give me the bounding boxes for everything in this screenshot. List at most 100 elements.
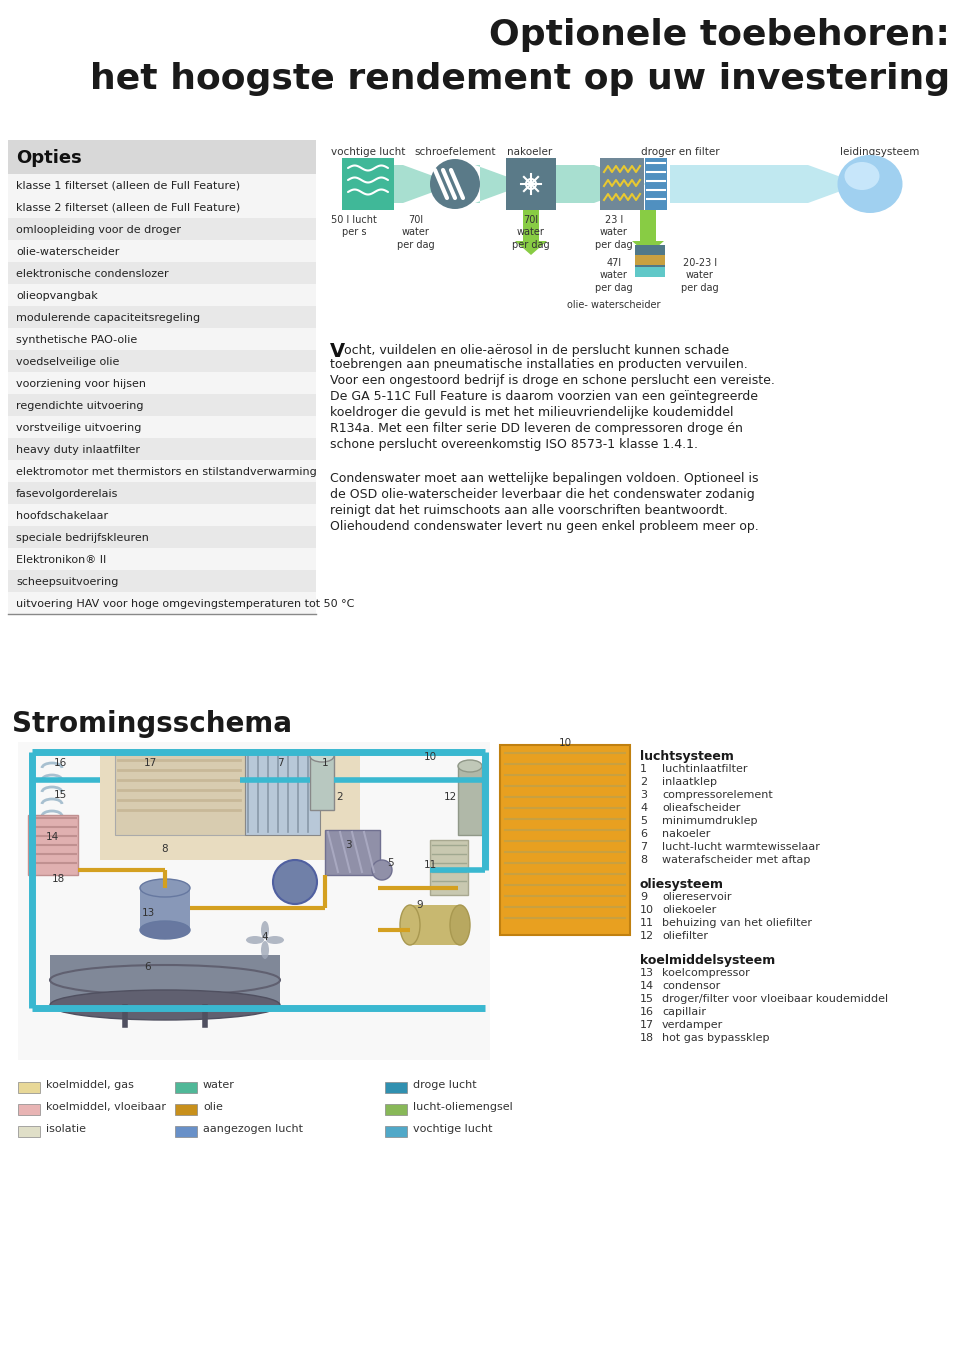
Text: 2: 2 <box>640 777 647 786</box>
Ellipse shape <box>50 990 280 1020</box>
Text: lucht-oliemengsel: lucht-oliemengsel <box>413 1103 513 1112</box>
Text: 6: 6 <box>145 962 152 972</box>
Bar <box>8 394 316 416</box>
Circle shape <box>273 860 317 904</box>
Text: 16: 16 <box>640 1007 654 1017</box>
Text: 5: 5 <box>640 816 647 826</box>
Text: droge lucht: droge lucht <box>413 1079 476 1090</box>
Text: luchtsysteem: luchtsysteem <box>640 750 733 763</box>
Text: 6: 6 <box>640 829 647 840</box>
Text: 15: 15 <box>54 791 66 800</box>
Ellipse shape <box>450 905 470 945</box>
Bar <box>140 889 190 930</box>
Ellipse shape <box>400 905 420 945</box>
Text: elektronische condenslozer: elektronische condenslozer <box>16 269 169 279</box>
Bar <box>506 158 556 210</box>
Bar <box>342 158 394 210</box>
Text: water: water <box>203 1079 235 1090</box>
Text: Opties: Opties <box>16 149 82 168</box>
Text: oliereservoir: oliereservoir <box>662 891 732 902</box>
Text: waterafscheider met aftap: waterafscheider met aftap <box>662 855 810 866</box>
Text: 3: 3 <box>640 791 647 800</box>
Bar <box>8 526 316 548</box>
Text: schroefelement: schroefelement <box>415 147 495 157</box>
Text: modulerende capaciteitsregeling: modulerende capaciteitsregeling <box>16 313 200 323</box>
Bar <box>325 830 380 875</box>
Text: Elektronikon® II: Elektronikon® II <box>16 555 107 566</box>
Text: nakoeler: nakoeler <box>662 829 710 840</box>
Text: 2: 2 <box>337 792 344 801</box>
Text: oliekoeler: oliekoeler <box>662 905 716 915</box>
Text: 7: 7 <box>276 758 283 767</box>
Bar <box>8 174 316 196</box>
Bar <box>18 1126 40 1137</box>
Text: 10: 10 <box>559 737 571 748</box>
Text: 12: 12 <box>444 792 457 801</box>
Bar <box>8 262 316 284</box>
Text: olie: olie <box>203 1103 223 1112</box>
Ellipse shape <box>458 761 482 771</box>
Bar <box>645 158 667 210</box>
Text: minimumdruklep: minimumdruklep <box>662 816 757 826</box>
Bar <box>8 240 316 262</box>
Text: verdamper: verdamper <box>662 1020 723 1030</box>
Text: omloopleiding voor de droger: omloopleiding voor de droger <box>16 225 181 234</box>
Ellipse shape <box>845 162 879 189</box>
Text: vochtige lucht: vochtige lucht <box>413 1124 492 1134</box>
Ellipse shape <box>261 940 269 960</box>
Text: regendichte uitvoering: regendichte uitvoering <box>16 401 143 412</box>
Text: behuizing van het oliefilter: behuizing van het oliefilter <box>662 919 812 928</box>
Text: 18: 18 <box>52 874 64 885</box>
Bar <box>8 483 316 504</box>
Text: hoofdschakelaar: hoofdschakelaar <box>16 511 108 521</box>
Text: Stromingsschema: Stromingsschema <box>12 710 292 737</box>
Text: aangezogen lucht: aangezogen lucht <box>203 1124 303 1134</box>
Text: koelmiddel, gas: koelmiddel, gas <box>46 1079 133 1090</box>
Ellipse shape <box>310 750 334 762</box>
Text: de OSD olie-waterscheider leverbaar die het condenswater zodanig: de OSD olie-waterscheider leverbaar die … <box>330 488 755 502</box>
Bar <box>8 592 316 613</box>
Bar <box>8 350 316 372</box>
Text: compressorelement: compressorelement <box>662 791 773 800</box>
Bar <box>635 255 665 264</box>
Bar <box>8 504 316 526</box>
Text: synthetische PAO-olie: synthetische PAO-olie <box>16 335 137 345</box>
Polygon shape <box>475 165 527 203</box>
Text: 50 l lucht
per s: 50 l lucht per s <box>331 215 377 237</box>
Text: fasevolgorderelais: fasevolgorderelais <box>16 489 118 499</box>
Text: 11: 11 <box>423 860 437 870</box>
Text: 7: 7 <box>640 842 647 852</box>
Bar <box>175 1104 197 1115</box>
Text: koelmiddelsysteem: koelmiddelsysteem <box>640 954 776 966</box>
Text: condensor: condensor <box>662 981 720 991</box>
Text: 8: 8 <box>640 855 647 866</box>
Bar <box>50 955 280 1005</box>
Circle shape <box>372 860 392 880</box>
Bar <box>18 1104 40 1115</box>
Text: koelcompressor: koelcompressor <box>662 968 750 979</box>
Bar <box>8 372 316 394</box>
Text: 18: 18 <box>640 1033 654 1043</box>
Text: Oliehoudend condenswater levert nu geen enkel probleem meer op.: Oliehoudend condenswater levert nu geen … <box>330 521 758 533</box>
Text: Voor een ongestoord bedrijf is droge en schone perslucht een vereiste.: Voor een ongestoord bedrijf is droge en … <box>330 373 775 387</box>
Text: R134a. Met een filter serie DD leveren de compressoren droge én: R134a. Met een filter serie DD leveren d… <box>330 423 743 435</box>
Text: 1: 1 <box>322 758 328 767</box>
Text: hot gas bypassklep: hot gas bypassklep <box>662 1033 770 1043</box>
Text: heavy duty inlaatfilter: heavy duty inlaatfilter <box>16 444 140 455</box>
Text: 14: 14 <box>45 831 59 842</box>
Bar <box>600 158 644 210</box>
Text: scheepsuitvoering: scheepsuitvoering <box>16 577 118 587</box>
Text: 10: 10 <box>640 905 654 915</box>
Text: 4: 4 <box>640 803 647 812</box>
Ellipse shape <box>246 936 264 945</box>
Ellipse shape <box>430 159 480 209</box>
Text: leidingsysteem: leidingsysteem <box>840 147 920 157</box>
Text: toebrengen aan pneumatische installaties en producten vervuilen.: toebrengen aan pneumatische installaties… <box>330 358 748 371</box>
Text: reinigt dat het ruimschoots aan alle voorschriften beantwoordt.: reinigt dat het ruimschoots aan alle voo… <box>330 504 728 517</box>
Text: 9: 9 <box>417 900 423 910</box>
Text: 14: 14 <box>640 981 654 991</box>
Text: olie-waterscheider: olie-waterscheider <box>16 247 119 258</box>
Text: klasse 1 filterset (alleen de Full Feature): klasse 1 filterset (alleen de Full Featu… <box>16 181 240 191</box>
Bar <box>8 218 316 240</box>
Bar <box>100 750 360 860</box>
